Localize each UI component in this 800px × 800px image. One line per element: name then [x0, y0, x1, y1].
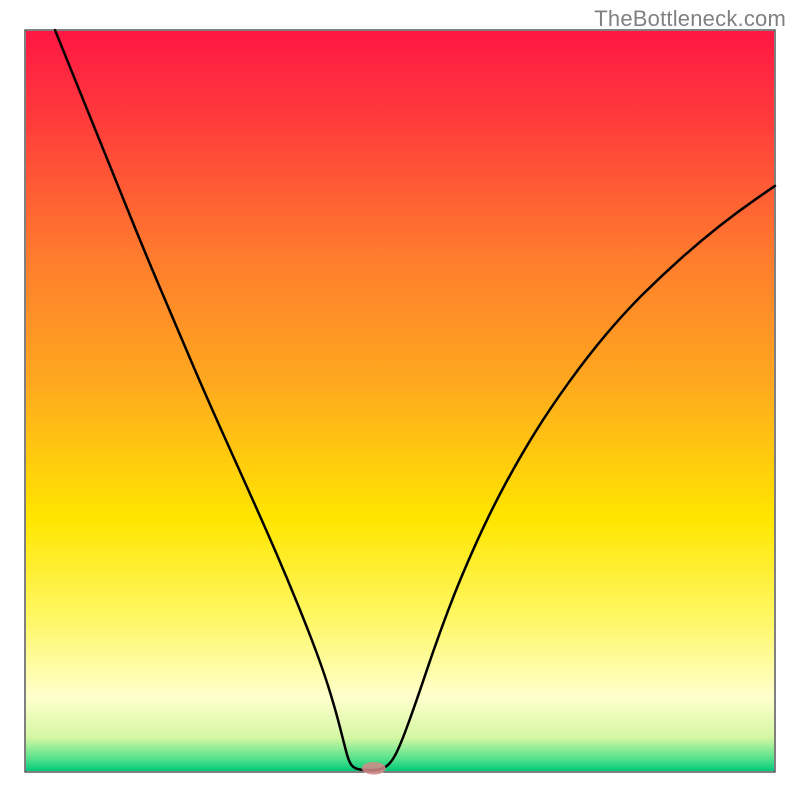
chart-container: TheBottleneck.com — [0, 0, 800, 800]
optimum-marker — [362, 762, 386, 775]
plot-background — [26, 31, 774, 771]
bottleneck-curve-chart — [0, 0, 800, 800]
watermark-text: TheBottleneck.com — [594, 6, 786, 32]
